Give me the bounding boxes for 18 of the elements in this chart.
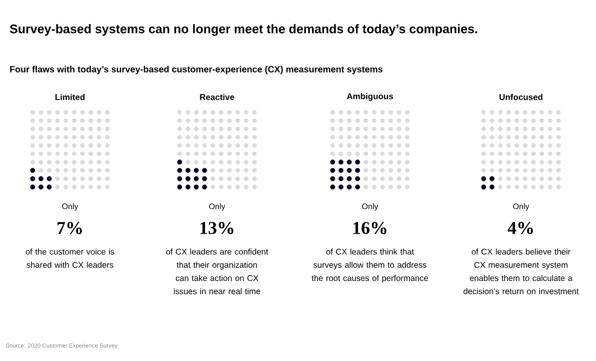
text: Only xyxy=(62,203,78,211)
data-label: 16% xyxy=(353,222,386,234)
data-label: 4% xyxy=(508,222,533,234)
category-label: Unfocused xyxy=(500,94,542,100)
text: of CX leaders believe their CX measurement system enables them to calculate a decision’s return on investment xyxy=(464,248,579,294)
text: Only xyxy=(209,203,226,211)
text: of CX leaders are confident that their organization can take action on CX issues in near real time xyxy=(166,248,268,294)
text: Only xyxy=(362,203,378,211)
data-label: 13% xyxy=(200,222,234,234)
text: Four flaws with today’s survey-based customer-experience (CX) measurement systems xyxy=(10,66,382,74)
text: Only xyxy=(513,203,530,211)
category-label: Ambiguous xyxy=(346,93,394,101)
text: Survey-based systems can no longer meet the demands of today’s companies. xyxy=(10,24,478,36)
text: of CX leaders think that surveys allow them to address the root causes of performance xyxy=(312,248,428,283)
category-label: Limited xyxy=(55,94,85,100)
text: of the customer voice is shared with CX leaders xyxy=(26,248,114,268)
category-label: Reactive xyxy=(200,94,234,100)
data-label: 7% xyxy=(58,222,82,234)
